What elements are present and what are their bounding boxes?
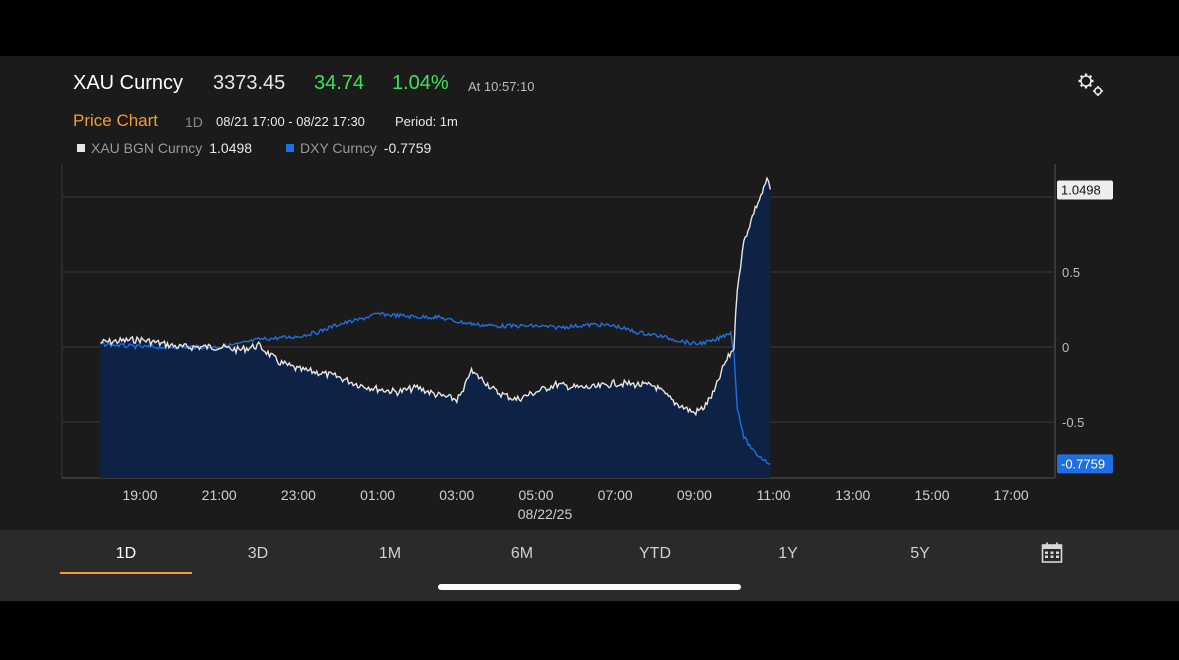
calendar-icon[interactable] [1041, 542, 1063, 564]
legend-item-xau: XAU BGN Curncy 1.0498 [77, 140, 252, 156]
series-line-xau [100, 176, 771, 417]
x-tick-label: 13:00 [835, 487, 870, 503]
last-value-xau-box [1057, 180, 1113, 200]
ticker-symbol: XAU Curncy [73, 72, 184, 94]
x-tick-label: 07:00 [598, 487, 633, 503]
y-tick-label: 0 [1062, 340, 1069, 355]
price-change: 34.74 [314, 72, 365, 94]
x-tick-label: 15:00 [914, 487, 949, 503]
tab-1m[interactable]: 1M [378, 545, 402, 562]
x-tick-label: 09:00 [677, 487, 712, 503]
tab-6m[interactable]: 6M [510, 545, 534, 562]
x-tick-label: 23:00 [281, 487, 316, 503]
legend-value: -0.7759 [383, 140, 432, 156]
legend-name: DXY Curncy [300, 140, 377, 156]
y-tick-label: 0.5 [1062, 265, 1080, 280]
gear-icon[interactable] [1074, 70, 1108, 100]
last-price: 3373.45 [213, 72, 286, 94]
tab-5y[interactable]: 5Y [910, 545, 930, 562]
last-value-xau: 1.0498 [1061, 183, 1101, 198]
tab-1d[interactable]: 1D [60, 544, 192, 574]
x-tick-label: 01:00 [360, 487, 395, 503]
legend-name: XAU BGN Curncy [91, 140, 203, 156]
chart-title: Price Chart [73, 111, 159, 130]
x-tick-label: 11:00 [757, 487, 791, 503]
series-area-xau [100, 178, 771, 478]
tab-1y[interactable]: 1Y [778, 545, 798, 562]
legend-swatch [77, 144, 85, 152]
price-chart[interactable]: 0.5 0 -0.5 19:00 21:00 23:00 01:00 03:00 05:00 07… [0, 56, 1179, 530]
home-indicator [438, 584, 741, 590]
tab-ytd[interactable]: YTD [639, 545, 671, 562]
x-tick-label: 03:00 [439, 487, 474, 503]
x-date-label: 08/22/25 [518, 506, 573, 522]
price-change-percent: 1.04% [392, 72, 449, 94]
last-value-dxy: -0.7759 [1061, 456, 1105, 471]
last-value-dxy-box [1057, 454, 1113, 474]
chart-screen: XAU Curncy 3373.45 34.74 1.04% At 10:57:… [0, 56, 1179, 601]
x-tick-label: 21:00 [202, 487, 237, 503]
x-tick-label: 19:00 [122, 487, 157, 503]
legend-swatch [286, 144, 294, 152]
legend-item-dxy: DXY Curncy -0.7759 [286, 140, 431, 156]
legend-value: 1.0498 [209, 140, 253, 156]
tab-3d[interactable]: 3D [247, 545, 269, 562]
y-tick-label: -0.5 [1062, 415, 1084, 430]
date-range: 08/21 17:00 - 08/22 17:30 [216, 114, 365, 129]
series-line-dxy [100, 311, 771, 465]
chart-period: Period: 1m [395, 114, 458, 129]
x-tick-label: 05:00 [518, 487, 553, 503]
quote-time: At 10:57:10 [468, 79, 535, 94]
period-code: 1D [185, 114, 203, 130]
x-tick-label: 17:00 [994, 487, 1029, 503]
period-tab-bar: 1D 3D 1M 6M YTD 1Y 5Y [0, 530, 1179, 601]
